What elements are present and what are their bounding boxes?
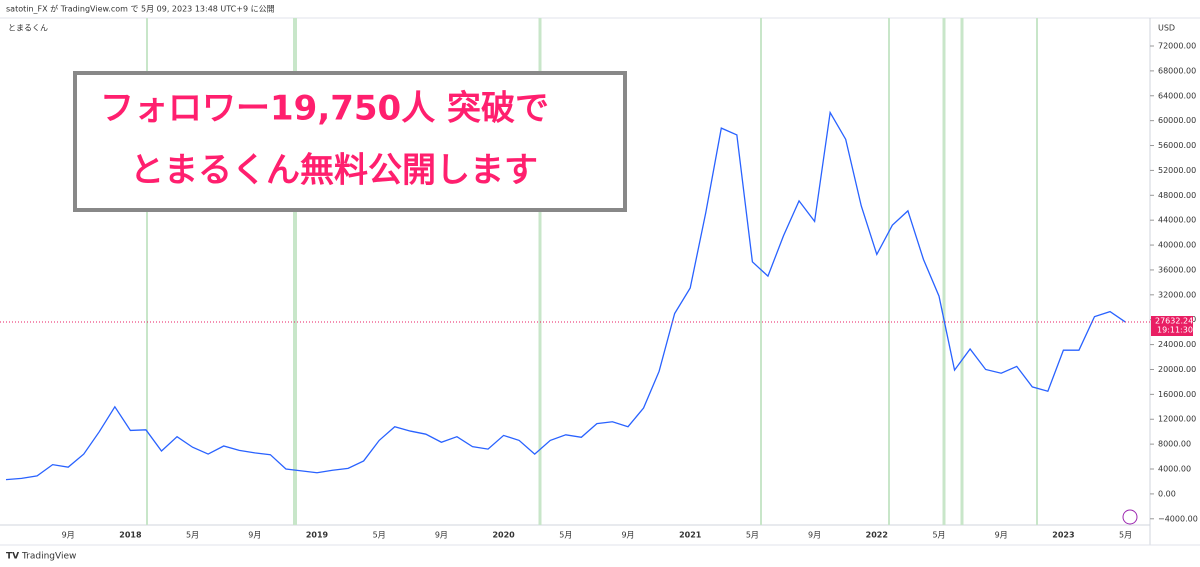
- indicator-name: とまるくん: [8, 24, 48, 33]
- footer: TradingView: [21, 552, 76, 562]
- x-tick-label: 9月: [621, 531, 634, 540]
- x-tick-label: 5月: [1119, 531, 1132, 540]
- x-tick-label: 9月: [808, 531, 821, 540]
- y-tick-label: 4000.00: [1158, 465, 1191, 474]
- x-tick-label: 5月: [186, 531, 199, 540]
- y-tick-label: 68000.00: [1158, 66, 1196, 75]
- x-tick-label: 9月: [435, 531, 448, 540]
- x-tick-label: 5月: [932, 531, 945, 540]
- y-tick-label: 44000.00: [1158, 216, 1196, 225]
- y-tick-label: 56000.00: [1158, 141, 1196, 150]
- x-tick-label: 9月: [248, 531, 261, 540]
- y-tick-label: 52000.00: [1158, 166, 1196, 175]
- y-tick-label: 32000.00: [1158, 290, 1196, 299]
- alert-icon[interactable]: [1122, 509, 1138, 525]
- last-price-tag: [1151, 315, 1193, 336]
- logo: TV: [6, 552, 19, 562]
- x-tick-label: 2022: [866, 531, 888, 540]
- overlay-line: とまるくん無料公開します: [130, 151, 538, 191]
- x-tick-label: 2020: [492, 531, 515, 540]
- y-tick-label: 60000.00: [1158, 116, 1196, 125]
- x-tick-label: 5月: [373, 531, 386, 540]
- y-tick-label: 24000.00: [1158, 340, 1196, 349]
- last-price-label: 27632.24: [1155, 316, 1193, 325]
- x-tick-label: 2018: [119, 531, 142, 540]
- y-tick-label: −4000.00: [1158, 514, 1198, 523]
- x-tick-label: 9月: [62, 531, 75, 540]
- y-tick-label: 64000.00: [1158, 91, 1196, 100]
- y-tick-label: 48000.00: [1158, 191, 1196, 200]
- y-tick-label: 40000.00: [1158, 241, 1196, 250]
- countdown-label: 19:11:30: [1157, 325, 1193, 334]
- overlay-box: [73, 71, 627, 212]
- y-tick-label: 0.00: [1158, 489, 1176, 498]
- x-tick-label: 2021: [679, 531, 702, 540]
- y-tick-label: 20000.00: [1158, 365, 1196, 374]
- x-tick-label: 2023: [1052, 531, 1074, 540]
- price-line: [5, 110, 1126, 481]
- signal-lines: [146, 18, 1038, 525]
- x-tick-label: 9月: [995, 531, 1008, 540]
- x-tick-label: 2019: [306, 531, 329, 540]
- x-tick-label: 5月: [746, 531, 759, 540]
- x-tick-label: 5月: [559, 531, 572, 540]
- currency: USD: [1158, 24, 1175, 33]
- y-tick-label: 36000.00: [1158, 265, 1196, 274]
- header: satotin_FX が TradingView.com で 5月 09, 20…: [6, 4, 275, 14]
- y-tick-label: 12000.00: [1158, 415, 1196, 424]
- overlay-line: フォロワー19,750人 突破で: [100, 89, 549, 129]
- y-tick-label: 72000.00: [1158, 41, 1196, 50]
- y-tick-label: 16000.00: [1158, 390, 1196, 399]
- y-tick-label: 8000.00: [1158, 440, 1191, 449]
